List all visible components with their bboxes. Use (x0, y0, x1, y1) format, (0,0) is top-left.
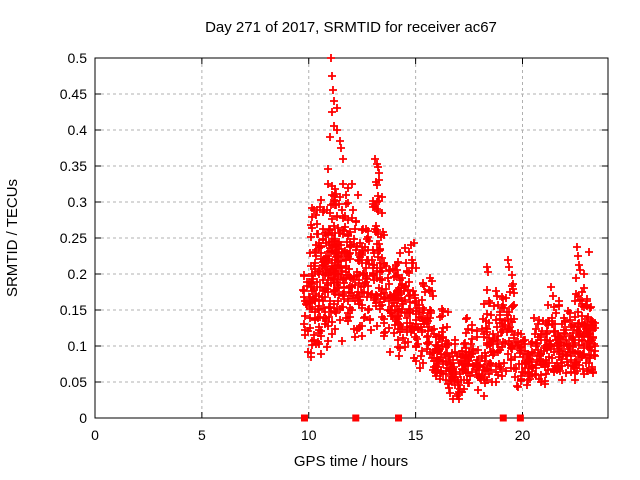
y-axis-label: SRMTID / TECUs (4, 179, 21, 297)
chart-title: Day 271 of 2017, SRMTID for receiver ac6… (205, 19, 497, 36)
x-tick-label: 20 (515, 427, 531, 443)
zero-flag-marker (516, 414, 524, 422)
y-tick-label: 0.15 (60, 302, 87, 318)
y-tick-label: 0.45 (60, 86, 87, 102)
x-tick-label: 5 (198, 427, 206, 443)
y-tick-label: 0.25 (60, 230, 87, 246)
zero-flag-marker (300, 414, 308, 422)
x-axis-label: GPS time / hours (294, 453, 408, 470)
zero-flag-marker (499, 414, 507, 422)
y-tick-label: 0 (79, 410, 87, 426)
y-tick-label: 0.3 (68, 194, 88, 210)
tick-labels: 0 5 10 15 20 0 0.05 0.1 0.15 0.2 0.25 0.3 0.35 0.4 0.4… (60, 50, 531, 443)
zero-flag-marker (352, 414, 360, 422)
y-tick-label: 0.2 (68, 266, 88, 282)
y-tick-label: 0.35 (60, 158, 87, 174)
x-tick-label: 10 (301, 427, 317, 443)
y-tick-label: 0.4 (68, 122, 88, 138)
x-tick-label: 0 (91, 427, 99, 443)
x-tick-label: 15 (408, 427, 424, 443)
y-tick-label: 0.05 (60, 374, 87, 390)
srmtid-points (299, 54, 599, 403)
y-tick-label: 0.5 (68, 50, 88, 66)
scatter-points (299, 54, 599, 422)
y-tick-label: 0.1 (68, 338, 88, 354)
zero-flag-marker (395, 414, 403, 422)
grid-lines (95, 58, 608, 418)
